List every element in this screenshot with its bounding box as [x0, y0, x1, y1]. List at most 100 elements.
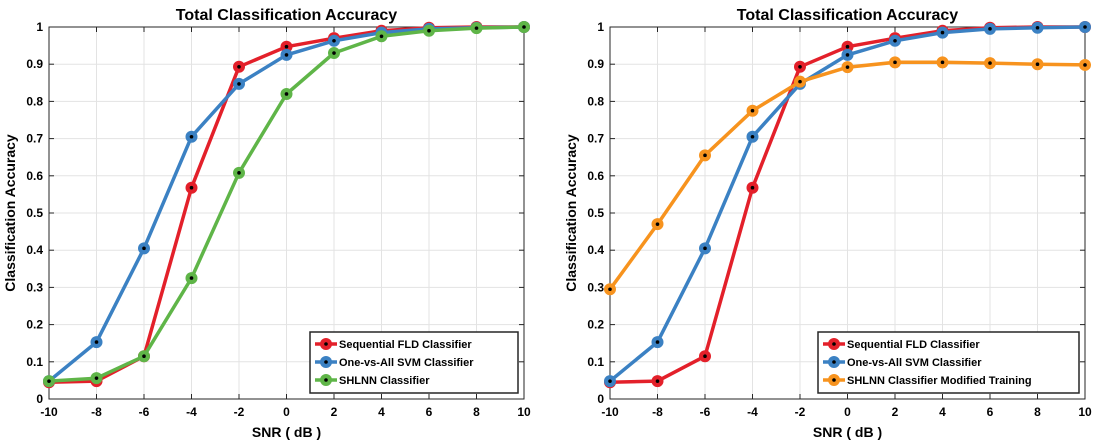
data-point-center — [608, 379, 612, 383]
data-point-center — [798, 65, 802, 69]
x-tick-label: 6 — [987, 405, 994, 419]
data-point-center — [750, 108, 755, 113]
data-point-center — [940, 60, 945, 65]
data-point-center — [988, 61, 992, 65]
legend-label: SHLNN Classifier — [339, 375, 430, 387]
data-point-center — [332, 38, 336, 43]
y-tick-label: 0.9 — [587, 57, 604, 71]
y-tick-label: 0.2 — [26, 318, 43, 332]
y-tick-label: 0.7 — [26, 132, 43, 146]
y-tick-label: 0 — [36, 392, 43, 406]
y-tick-label: 0.6 — [587, 169, 604, 183]
data-point-center — [237, 65, 241, 69]
legend-box — [309, 331, 519, 394]
legend-swatch-center — [832, 378, 836, 382]
x-tick-label: -2 — [234, 405, 245, 419]
legend-swatch-center — [832, 342, 836, 346]
legend: Sequential FLD Classifier One-vs-All SVM … — [817, 331, 1080, 394]
x-tick-label: -2 — [795, 405, 806, 419]
data-point-center — [940, 30, 945, 35]
legend-label: Sequential FLD Classifier — [339, 339, 472, 351]
x-tick-label: 4 — [939, 405, 946, 419]
x-tick-label: 6 — [426, 405, 433, 419]
x-tick-label: 8 — [1034, 405, 1041, 419]
data-point-center — [988, 27, 992, 31]
data-point-center — [703, 354, 707, 359]
x-tick-label: 10 — [1078, 405, 1092, 419]
x-tick-label: -6 — [139, 405, 150, 419]
data-point-center — [703, 246, 707, 251]
data-point-center — [655, 340, 660, 344]
data-point-center — [284, 53, 289, 57]
data-point-center — [522, 25, 526, 29]
x-tick-label: -4 — [747, 405, 758, 419]
data-point-center — [142, 246, 146, 251]
data-point-center — [893, 60, 897, 65]
data-point-center — [750, 134, 755, 139]
x-tick-label: -10 — [40, 405, 58, 419]
y-tick-label: 0.9 — [26, 57, 43, 71]
data-point-center — [1083, 63, 1087, 67]
data-point-center — [142, 354, 146, 359]
data-point-center — [703, 153, 707, 158]
y-tick-label: 0.7 — [587, 132, 604, 146]
y-tick-label: 0.6 — [26, 169, 43, 183]
data-point-center — [1083, 25, 1087, 29]
data-point-center — [845, 65, 850, 69]
y-tick-label: 0 — [597, 392, 604, 406]
x-tick-label: 8 — [473, 405, 480, 419]
chart-title: Total Classification Accuracy — [176, 7, 398, 24]
data-point-center — [845, 44, 850, 49]
legend: Sequential FLD Classifier One-vs-All SVM … — [309, 331, 519, 394]
x-axis-label: SNR ( dB ) — [813, 424, 882, 440]
y-tick-label: 0.8 — [587, 94, 604, 108]
x-tick-label: -4 — [186, 405, 197, 419]
x-tick-label: -6 — [700, 405, 711, 419]
x-tick-label: -8 — [91, 405, 102, 419]
data-point-center — [284, 44, 289, 49]
data-point-center — [379, 34, 384, 39]
data-point-center — [798, 79, 802, 84]
data-point-center — [189, 276, 194, 280]
data-point-center — [237, 82, 241, 86]
legend-label: One-vs-All SVM Classifier — [339, 357, 474, 369]
x-tick-label: 0 — [844, 405, 851, 419]
y-tick-label: 1 — [36, 20, 43, 34]
series-3 — [604, 56, 1091, 296]
x-tick-label: 2 — [331, 405, 338, 419]
data-point-center — [608, 287, 612, 292]
legend-box — [817, 331, 1080, 394]
y-tick-label: 0.5 — [587, 206, 604, 220]
data-point-center — [893, 38, 897, 43]
data-point-center — [655, 222, 660, 226]
y-tick-label: 0.2 — [587, 318, 604, 332]
series-3 — [43, 21, 530, 388]
data-point-center — [427, 28, 431, 33]
x-axis-label: SNR ( dB ) — [252, 424, 321, 440]
y-tick-label: 0.3 — [26, 280, 43, 294]
legend-label: SHLNN Classifier Modified Training — [847, 375, 1032, 387]
y-tick-label: 0.1 — [587, 355, 604, 369]
data-point-center — [1035, 62, 1040, 66]
x-tick-label: 0 — [283, 405, 290, 419]
y-tick-label: 1 — [597, 20, 604, 34]
y-tick-label: 0.4 — [26, 243, 43, 257]
y-tick-label: 0.1 — [26, 355, 43, 369]
data-point-center — [47, 379, 51, 383]
y-tick-label: 0.5 — [26, 206, 43, 220]
data-point-center — [332, 51, 336, 55]
y-tick-label: 0.8 — [26, 94, 43, 108]
legend-swatch-center — [324, 360, 328, 364]
legend-label: Sequential FLD Classifier — [847, 339, 980, 351]
data-point-center — [189, 185, 194, 190]
data-point-center — [655, 379, 660, 383]
x-tick-label: 10 — [517, 405, 531, 419]
y-axis-label: Classification Accuracy — [563, 134, 579, 292]
legend-label: One-vs-All SVM Classifier — [847, 357, 982, 369]
data-point-center — [189, 134, 194, 139]
data-point-center — [94, 376, 99, 380]
data-point-center — [845, 53, 850, 57]
y-tick-label: 0.4 — [587, 243, 604, 257]
chart-panel-2: -10 -8 -6 -4 -2 0 2 4 6 8 10 0 0.1 0.2 0.3 0.4 0.5 0.6 0.7… — [563, 7, 1092, 440]
